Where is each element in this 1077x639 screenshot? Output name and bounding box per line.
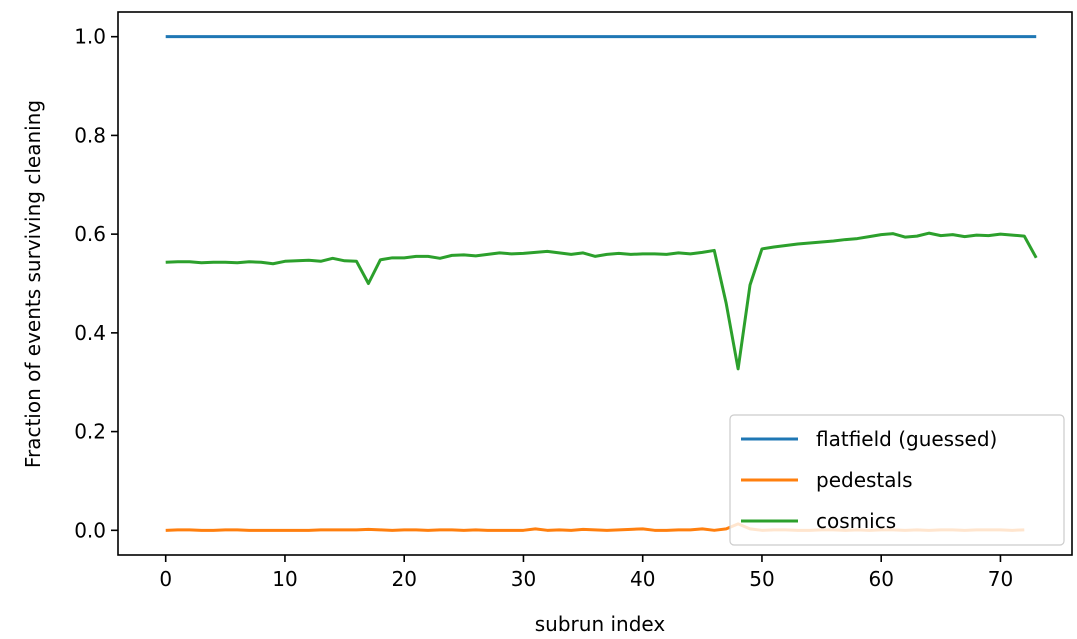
legend-box	[729, 414, 1065, 546]
x-axis-ticks: 0 10 20 30 40 50 60 70	[159, 555, 1013, 591]
y-tick-label: 0.0	[74, 518, 106, 542]
x-tick-label: 40	[630, 567, 655, 591]
y-axis-label: Fraction of events surviving cleaning	[21, 100, 45, 468]
legend-entry-label: cosmics	[816, 509, 896, 533]
legend-entry-label: pedestals	[816, 468, 913, 492]
plot-frame	[117, 11, 1073, 556]
x-tick-label: 70	[988, 567, 1013, 591]
x-tick-label: 0	[159, 567, 172, 591]
y-tick-label: 0.6	[74, 222, 106, 246]
x-tick-label: 30	[511, 567, 536, 591]
y-tick-label: 0.8	[74, 123, 106, 147]
y-tick-label: 0.4	[74, 321, 106, 345]
x-tick-label: 10	[272, 567, 297, 591]
legend: flatfield (guessed) pedestals cosmics	[729, 414, 1065, 546]
y-tick-label: 1.0	[74, 25, 106, 49]
legend-entry-label: flatfield (guessed)	[816, 427, 997, 451]
y-tick-label: 0.2	[74, 420, 106, 444]
series-line-cosmics	[165, 231, 1038, 371]
x-axis-label: subrun index	[535, 612, 666, 636]
x-tick-label: 20	[391, 567, 416, 591]
x-tick-label: 60	[868, 567, 893, 591]
y-axis-ticks: 0.0 0.2 0.4 0.6 0.8 1.0	[74, 25, 118, 542]
x-tick-label: 50	[749, 567, 774, 591]
